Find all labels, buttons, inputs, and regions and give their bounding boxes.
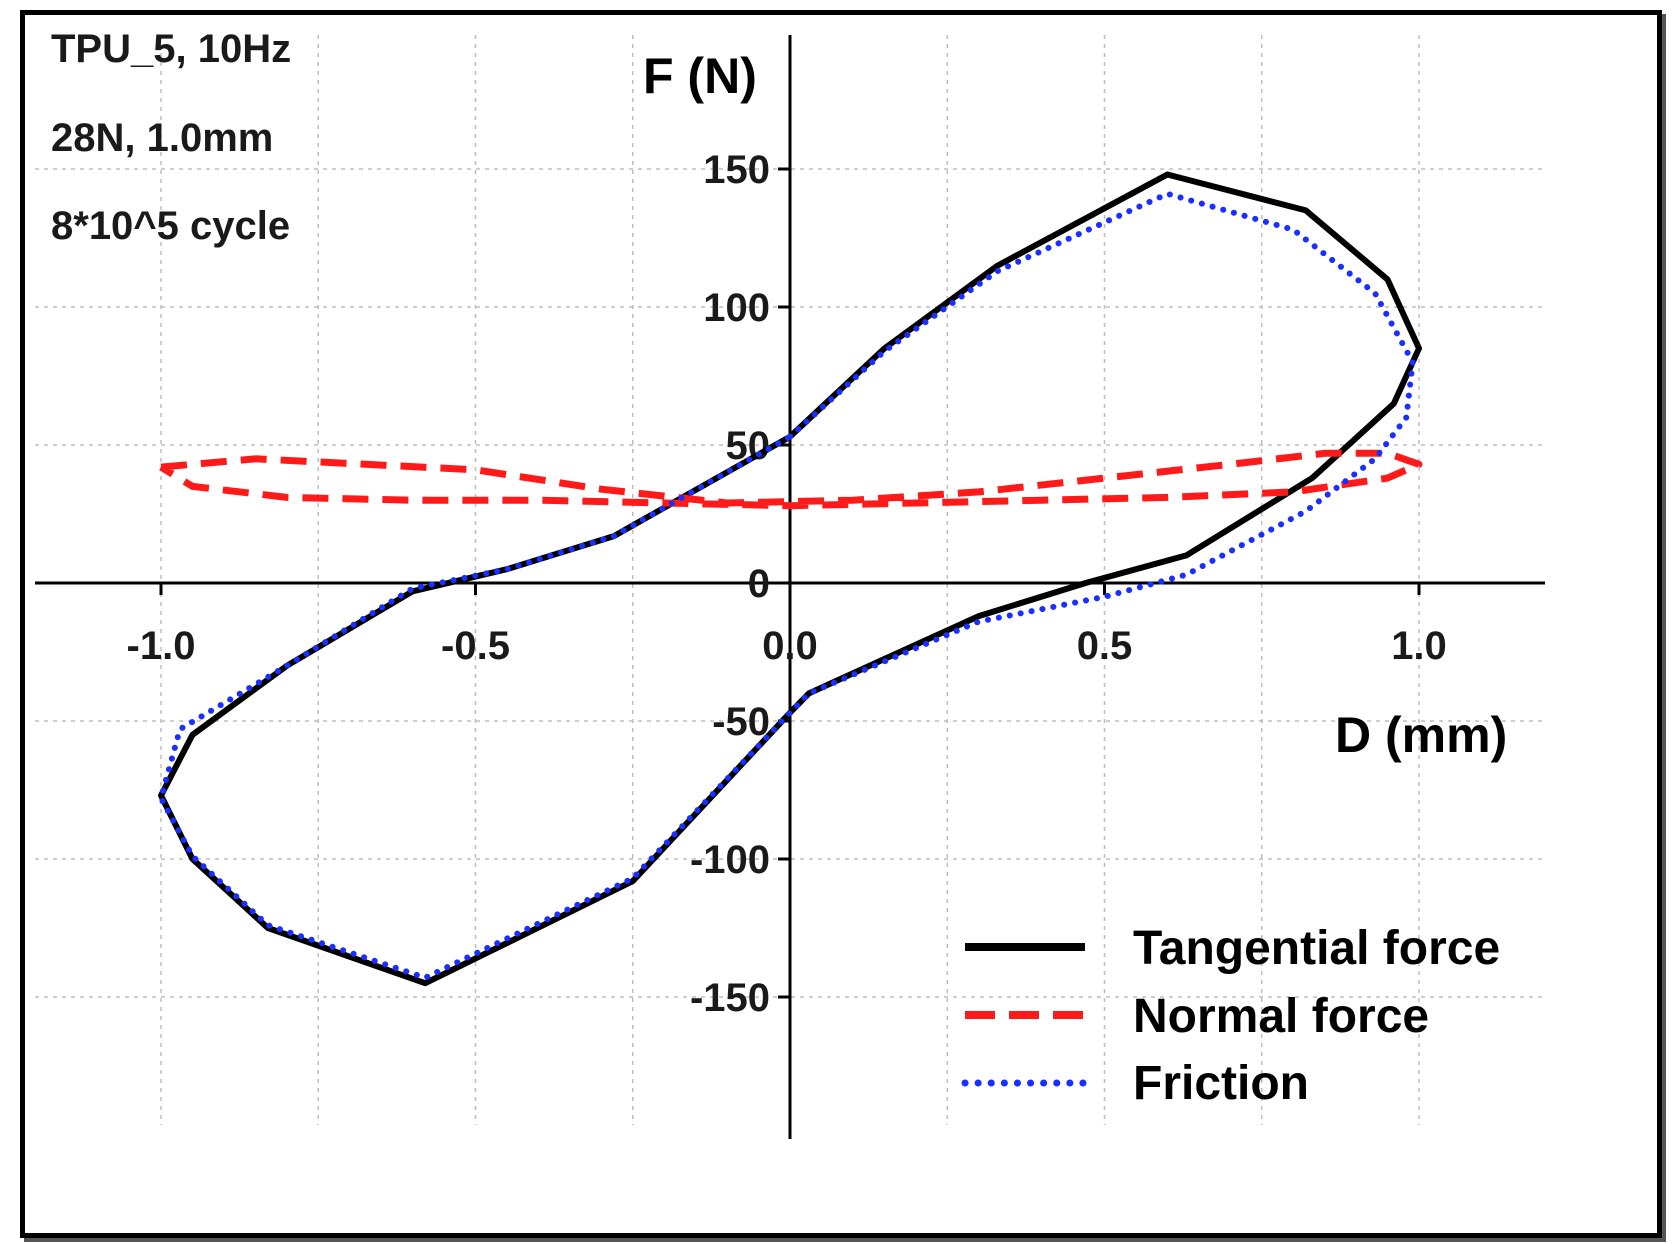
y-tick-label: -100 (690, 838, 770, 882)
annotation-test-id: TPU_5, 10Hz (51, 27, 291, 71)
legend-label-normal: Normal force (1133, 990, 1429, 1043)
y-tick-label: 0 (748, 562, 770, 606)
x-tick-label: 0.5 (1077, 624, 1133, 668)
x-tick-label: -0.5 (441, 624, 510, 668)
series-layer (158, 171, 1423, 987)
friction-line (158, 190, 1416, 981)
y-axis-title: F (N) (643, 48, 757, 104)
legend-label-tangential: Tangential force (1133, 922, 1500, 975)
y-tick-label: 100 (703, 286, 770, 330)
x-tick-label: 0.0 (762, 624, 818, 668)
grid-layer (35, 35, 1545, 1125)
normal-force-line (159, 449, 1423, 510)
x-tick-label: 1.0 (1391, 624, 1447, 668)
y-tick-label: 150 (703, 148, 770, 192)
legend: Tangential force Normal force Friction (961, 922, 1500, 1110)
chart-frame: -1.0 -0.5 0.0 0.5 1.0 -150 -100 -50 0 50 100 150 TP… (20, 10, 1662, 1238)
y-tick-label: -50 (712, 700, 770, 744)
y-tick-label: -150 (690, 976, 770, 1020)
annotation-cycles: 8*10^5 cycle (51, 204, 290, 248)
x-axis-title: D (mm) (1335, 707, 1507, 763)
legend-label-friction: Friction (1133, 1057, 1309, 1110)
annotation-load: 28N, 1.0mm (51, 116, 273, 160)
x-tick-label: -1.0 (127, 624, 196, 668)
